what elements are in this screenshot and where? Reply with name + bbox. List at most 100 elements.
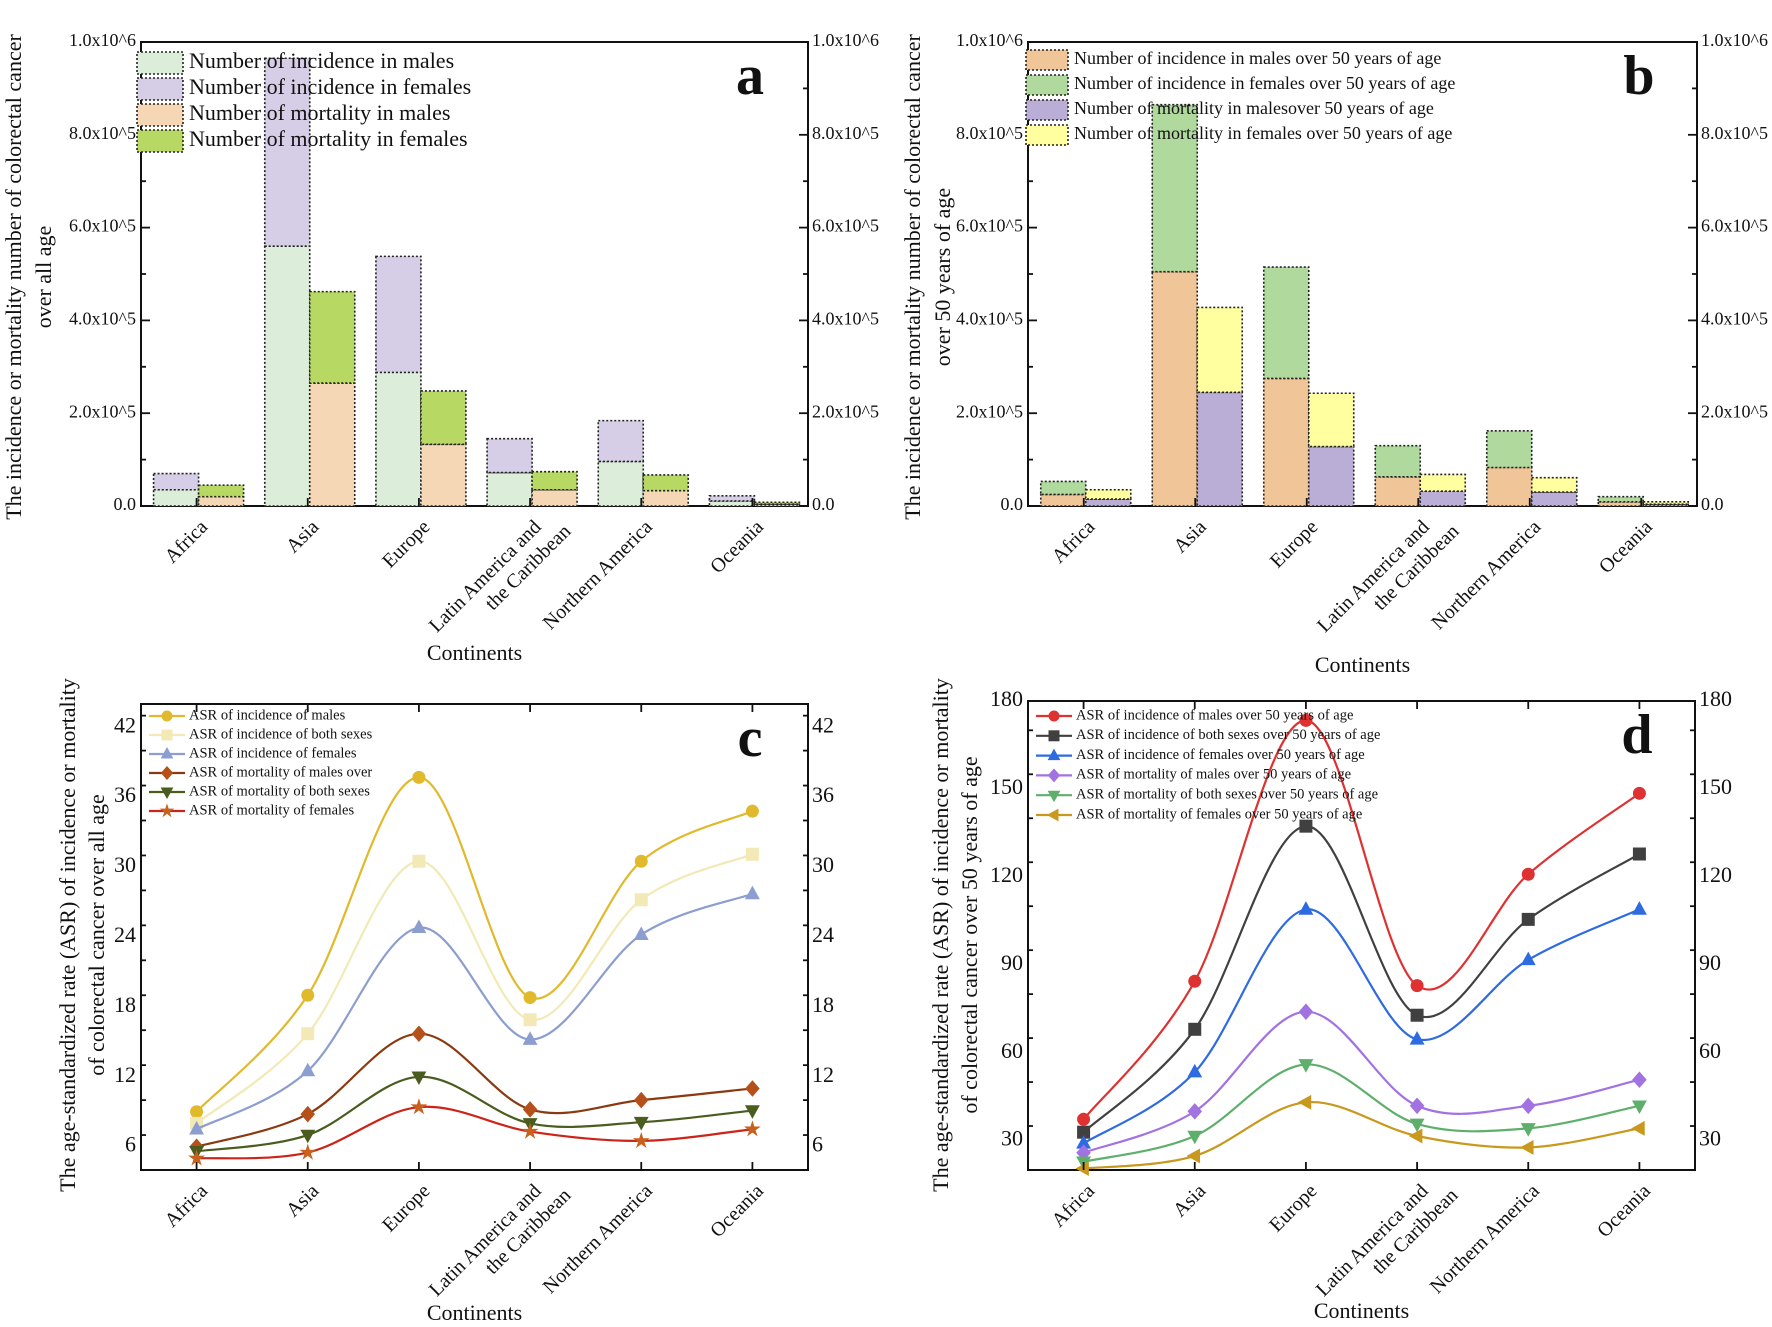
x-tick-label: Africa bbox=[160, 1180, 212, 1232]
bar-segment bbox=[1597, 495, 1645, 503]
bar-segment bbox=[1307, 392, 1355, 448]
legend-label: ASR of incidence of both sexes bbox=[189, 726, 373, 742]
bar-segment bbox=[1642, 501, 1690, 505]
y-tick-label: 4.0x10^5 bbox=[69, 309, 136, 329]
diamond-marker bbox=[160, 765, 174, 781]
circle-marker bbox=[1077, 1112, 1091, 1126]
bar-segment bbox=[1419, 490, 1467, 507]
triangle-down-marker bbox=[1631, 1100, 1647, 1115]
triangle-up-marker bbox=[744, 885, 760, 900]
diamond-marker bbox=[522, 1101, 538, 1118]
bar-segment bbox=[531, 470, 578, 491]
y-tick-label-right: 4.0x10^5 bbox=[812, 309, 879, 329]
circle-marker bbox=[412, 770, 426, 784]
y-tick-label: 4.0x10^5 bbox=[956, 309, 1023, 329]
chart-panel-c: 6 6 12 12 18 18 24 24 30 30 36 36 42 42 Africa Asia Euro… bbox=[55, 678, 834, 1325]
x-tick-label: Oceania bbox=[1593, 1180, 1655, 1242]
y-tick-label: 90 bbox=[1001, 950, 1023, 975]
y-tick-label: 8.0x10^5 bbox=[956, 123, 1023, 143]
bar-segment bbox=[753, 501, 801, 505]
x-tick-label: Europe bbox=[378, 1180, 434, 1236]
bar-segment bbox=[1597, 501, 1645, 507]
triangle-down-marker bbox=[1187, 1130, 1203, 1145]
x-axis-title: Continents bbox=[1314, 1298, 1409, 1323]
y-axis-title: The incidence or mortality number of col… bbox=[1, 34, 26, 520]
legend-label: Number of mortality in females bbox=[189, 126, 468, 151]
star-marker bbox=[521, 1122, 539, 1139]
y-tick-label: 24 bbox=[114, 922, 136, 947]
legend-swatch bbox=[136, 103, 184, 127]
circle-marker bbox=[190, 1105, 204, 1119]
y-tick-label: 18 bbox=[114, 992, 136, 1017]
y-tick-label: 2.0x10^5 bbox=[956, 401, 1023, 421]
bar-segment bbox=[1262, 266, 1310, 380]
y-axis-title: The incidence or mortality number of col… bbox=[900, 34, 925, 520]
diamond-marker bbox=[1409, 1097, 1425, 1115]
x-tick-label: Asia bbox=[282, 1180, 324, 1222]
y-tick-label-right: 6.0x10^5 bbox=[812, 216, 879, 236]
y-tick-label: 180 bbox=[990, 686, 1023, 711]
bar-segment bbox=[152, 488, 200, 507]
legend-label: Number of incidence in females over 50 y… bbox=[1074, 73, 1455, 93]
series-line bbox=[1083, 1010, 1640, 1154]
y-tick-label-right: 60 bbox=[1699, 1038, 1721, 1063]
triangle-up-marker bbox=[411, 919, 427, 933]
square-marker bbox=[161, 729, 173, 741]
y-tick-label: 30 bbox=[114, 852, 136, 877]
series-line bbox=[196, 1105, 753, 1160]
y-tick-label: 36 bbox=[114, 782, 136, 807]
square-marker bbox=[745, 847, 759, 861]
triangle-left-marker bbox=[1046, 808, 1059, 822]
diamond-marker bbox=[1298, 1003, 1314, 1020]
triangle-down-marker bbox=[633, 1116, 649, 1131]
y-tick-label-right: 8.0x10^5 bbox=[1701, 123, 1768, 143]
triangle-left-marker bbox=[1297, 1094, 1312, 1110]
triangle-left-marker bbox=[1075, 1161, 1089, 1176]
legend-item: Number of incidence in females bbox=[136, 74, 471, 101]
star-marker bbox=[743, 1120, 761, 1137]
legend-label: ASR of incidence of both sexes over 50 y… bbox=[1076, 727, 1380, 743]
bar-segment bbox=[1151, 103, 1199, 273]
triangle-down-marker bbox=[300, 1129, 316, 1144]
legend-label: ASR of incidence of males over 50 years … bbox=[1076, 707, 1353, 723]
bar-segment bbox=[753, 503, 801, 507]
x-tick-label: Oceania bbox=[706, 516, 768, 578]
legend-item: Number of incidence in males bbox=[136, 48, 454, 75]
y-tick-label: 120 bbox=[990, 862, 1023, 887]
square-marker bbox=[1632, 847, 1646, 861]
circle-marker bbox=[1632, 786, 1646, 800]
legend-swatch bbox=[1025, 124, 1069, 146]
legend-item: Number of mortality in females bbox=[136, 126, 468, 153]
bar-segment bbox=[263, 245, 311, 507]
series-line bbox=[195, 853, 753, 1125]
circle-marker bbox=[1048, 710, 1060, 722]
series-line bbox=[196, 892, 753, 1131]
y-tick-label: 1.0x10^6 bbox=[69, 30, 136, 50]
y-tick-label-right: 4.0x10^5 bbox=[1701, 309, 1768, 329]
square-marker bbox=[1048, 730, 1060, 742]
y-tick-label: 8.0x10^5 bbox=[69, 123, 136, 143]
square-marker bbox=[1299, 819, 1313, 833]
star-marker bbox=[299, 1143, 317, 1160]
series-line bbox=[1083, 1063, 1640, 1163]
bar-segment bbox=[1642, 503, 1690, 507]
bar-segment bbox=[375, 255, 422, 374]
y-tick-label-right: 6.0x10^5 bbox=[1701, 216, 1768, 236]
legend-item: ASR of mortality of females bbox=[149, 802, 354, 818]
bar-segment bbox=[531, 488, 578, 507]
bar-segment bbox=[1485, 466, 1533, 507]
circle-marker bbox=[1188, 974, 1202, 988]
triangle-up-marker bbox=[1047, 748, 1061, 761]
y-tick-label-right: 24 bbox=[812, 922, 834, 947]
circle-marker bbox=[745, 804, 759, 818]
x-axis-title: Continents bbox=[427, 1300, 522, 1325]
y-tick-label-right: 0.0 bbox=[1701, 494, 1724, 514]
x-tick-label: Asia bbox=[1169, 516, 1211, 558]
bar-segment bbox=[708, 500, 756, 507]
y-tick-label: 30 bbox=[1001, 1126, 1023, 1151]
x-tick-label: Oceania bbox=[706, 1180, 768, 1242]
square-marker bbox=[1521, 912, 1535, 926]
y-tick-label-right: 2.0x10^5 bbox=[1701, 401, 1768, 421]
triangle-up-marker bbox=[1187, 1063, 1203, 1078]
triangle-left-marker bbox=[1186, 1148, 1201, 1164]
